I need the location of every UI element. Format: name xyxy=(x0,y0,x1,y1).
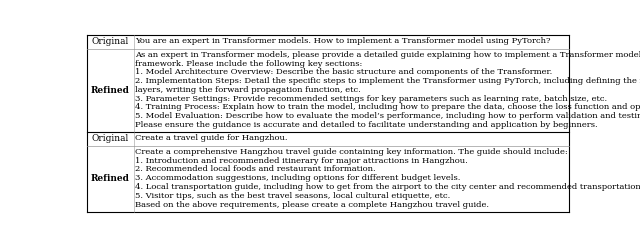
Text: 5. Model Evaluation: Describe how to evaluate the model’s performance, including: 5. Model Evaluation: Describe how to eva… xyxy=(135,112,640,120)
Text: 4. Local transportation guide, including how to get from the airport to the city: 4. Local transportation guide, including… xyxy=(135,183,640,191)
Text: 4. Training Process: Explain how to train the model, including how to prepare th: 4. Training Process: Explain how to trai… xyxy=(135,103,640,112)
Text: 2. Recommended local foods and restaurant information.: 2. Recommended local foods and restauran… xyxy=(135,165,376,173)
Text: 1. Model Architecture Overview: Describe the basic structure and components of t: 1. Model Architecture Overview: Describe… xyxy=(135,69,552,76)
Text: Please ensure the guidance is accurate and detailed to facilitate understanding : Please ensure the guidance is accurate a… xyxy=(135,121,598,129)
Text: Original: Original xyxy=(91,134,129,143)
Text: You are an expert in Transformer models. How to implement a Transformer model us: You are an expert in Transformer models.… xyxy=(135,37,550,45)
Text: As an expert in Transformer models, please provide a detailed guide explaining h: As an expert in Transformer models, plea… xyxy=(135,51,640,59)
Text: Create a travel guide for Hangzhou.: Create a travel guide for Hangzhou. xyxy=(135,134,287,142)
Text: Based on the above requirements, please create a complete Hangzhou travel guide.: Based on the above requirements, please … xyxy=(135,201,489,209)
Text: 3. Parameter Settings: Provide recommended settings for key parameters such as l: 3. Parameter Settings: Provide recommend… xyxy=(135,95,607,103)
Text: framework. Please include the following key sections:: framework. Please include the following … xyxy=(135,60,362,68)
Text: layers, writing the forward propagation function, etc.: layers, writing the forward propagation … xyxy=(135,86,361,94)
Text: Refined: Refined xyxy=(90,174,129,183)
Text: 3. Accommodation suggestions, including options for different budget levels.: 3. Accommodation suggestions, including … xyxy=(135,174,460,182)
Text: 2. Implementation Steps: Detail the specific steps to implement the Transformer : 2. Implementation Steps: Detail the spec… xyxy=(135,77,640,85)
Text: Refined: Refined xyxy=(90,86,129,95)
Text: Original: Original xyxy=(91,37,129,46)
Text: 5. Visitor tips, such as the best travel seasons, local cultural etiquette, etc.: 5. Visitor tips, such as the best travel… xyxy=(135,192,451,200)
Text: 1. Introduction and recommended itinerary for major attractions in Hangzhou.: 1. Introduction and recommended itinerar… xyxy=(135,157,468,165)
Text: Create a comprehensive Hangzhou travel guide containing key information. The gui: Create a comprehensive Hangzhou travel g… xyxy=(135,148,568,156)
